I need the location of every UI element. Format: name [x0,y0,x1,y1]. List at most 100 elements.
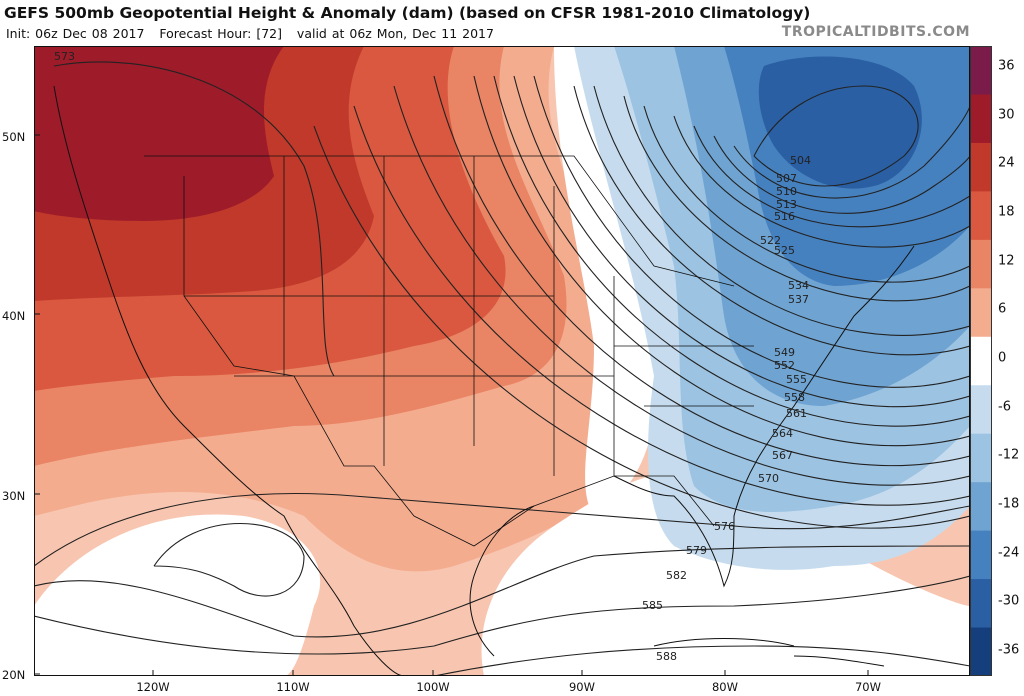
contour-label: 582 [666,569,687,582]
contour-537 [573,85,970,356]
colorbar-swatch [970,579,992,629]
map-frame [34,46,970,676]
lon-label-80w: 80W [711,680,739,694]
init-time: Init: 06z Dec 08 2017 [6,26,145,41]
contour-582 [34,545,970,638]
colorbar [970,46,992,677]
lat-label-40n: 40N [2,309,26,323]
contour-522 [643,105,970,283]
contour-570 [313,125,970,529]
contour-552 [513,75,970,408]
contour-576 [34,492,970,567]
colorbar-label: 0 [998,350,1007,366]
contour-label: 561 [786,407,807,420]
forecast-hour: Forecast Hour: [72] [159,26,282,41]
contour-label: 522 [760,234,781,247]
colorbar-label: 6 [998,301,1007,317]
contour-label: 504 [790,154,811,167]
contour-label: 537 [788,293,809,306]
map-panel: 573 504 507 510 513 516 522 525 534 537 … [34,46,970,676]
colorbar-swatch [970,433,992,483]
contour-label: 588 [656,650,677,663]
contour-label: 510 [776,185,797,198]
lon-label-120w: 120W [136,680,170,694]
contour-label: 525 [774,244,795,257]
neutral-gulf [481,473,970,676]
anomaly-30 [34,46,284,221]
colorbar-swatch [970,288,992,338]
anomaly-map: 573 504 507 510 513 516 522 525 534 537 … [34,46,970,676]
contour-567 [353,105,970,506]
colorbar-swatch [970,142,992,192]
contour-label: 555 [786,373,807,386]
colorbar-swatch [970,385,992,435]
colorbar-label: 12 [998,253,1015,269]
contour-label: 552 [774,359,795,372]
contour-555 [493,75,970,427]
contour-585 [34,575,970,655]
coastlines [53,85,915,676]
contour-label: 516 [774,210,795,223]
colorbar-swatch [970,46,992,95]
contour-558 [473,75,970,446]
contour-510 [713,135,970,214]
colorbar-swatch [970,530,992,580]
contour-516 [673,115,970,248]
contour-label-group: 573 504 507 510 513 516 522 525 534 537 … [54,50,811,663]
contour-label: 570 [758,472,779,485]
lat-label-50n: 50N [2,130,26,144]
political-borders [144,155,754,547]
contour-549 [533,75,970,388]
colorbar-label: -36 [998,642,1020,658]
colorbar-label: -24 [998,545,1020,561]
contour-label: 513 [776,198,797,211]
colorbar-swatch [970,239,992,289]
colorbar-label: -30 [998,593,1020,609]
contour-label: 576 [714,520,735,533]
contour-label: 567 [772,449,793,462]
contour-561 [433,75,970,467]
colorbar-swatch [970,627,992,677]
chart-title: GEFS 500mb Geopotential Height & Anomaly… [4,4,811,22]
contour-534 [593,85,970,336]
lat-label-20n: 20N [2,668,26,682]
colorbar-label: -18 [998,496,1020,512]
contour-588 [433,645,970,676]
colorbar-label: 30 [998,107,1015,123]
contour-label: 507 [776,172,797,185]
colorbar-swatch [970,482,992,532]
contour-513 [693,125,970,228]
colorbar-label: -12 [998,447,1020,463]
lat-label-30n: 30N [2,489,26,503]
chart-subtitle: Init: 06z Dec 08 2017 Forecast Hour: [72… [6,26,494,41]
contour-label: 579 [686,544,707,557]
contour-525 [623,95,970,302]
colorbar-swatches [970,46,992,677]
anomaly-neg30 [758,56,922,189]
colorbar-swatch [970,191,992,241]
header: GEFS 500mb Geopotential Height & Anomaly… [0,0,1024,46]
contour-507 [733,105,970,199]
colorbar-label: 24 [998,155,1015,171]
contour-label: 534 [788,279,809,292]
colorbar-frame [970,46,992,676]
colorbar-swatch [970,94,992,144]
contour-label: 558 [784,391,805,404]
colorbar-label: -6 [998,399,1011,415]
lon-label-90w: 90W [568,680,596,694]
site-credit: TROPICALTIDBITS.COM [781,24,970,40]
colorbar-label: 18 [998,204,1015,220]
contour-504 [753,85,919,187]
contour-label: 573 [54,50,75,63]
contour-579 [153,523,305,597]
lon-label-100w: 100W [416,680,450,694]
neutral-west-pacific [34,514,321,676]
valid-time: valid at 06z Mon, Dec 11 2017 [296,26,494,41]
lon-label-70w: 70W [854,680,882,694]
contour-573 [53,61,335,377]
contour-label: 585 [642,599,663,612]
contour-label: 564 [772,427,793,440]
colorbar-swatch [970,336,992,386]
colorbar-label: 36 [998,58,1015,74]
contour-564 [393,85,970,486]
